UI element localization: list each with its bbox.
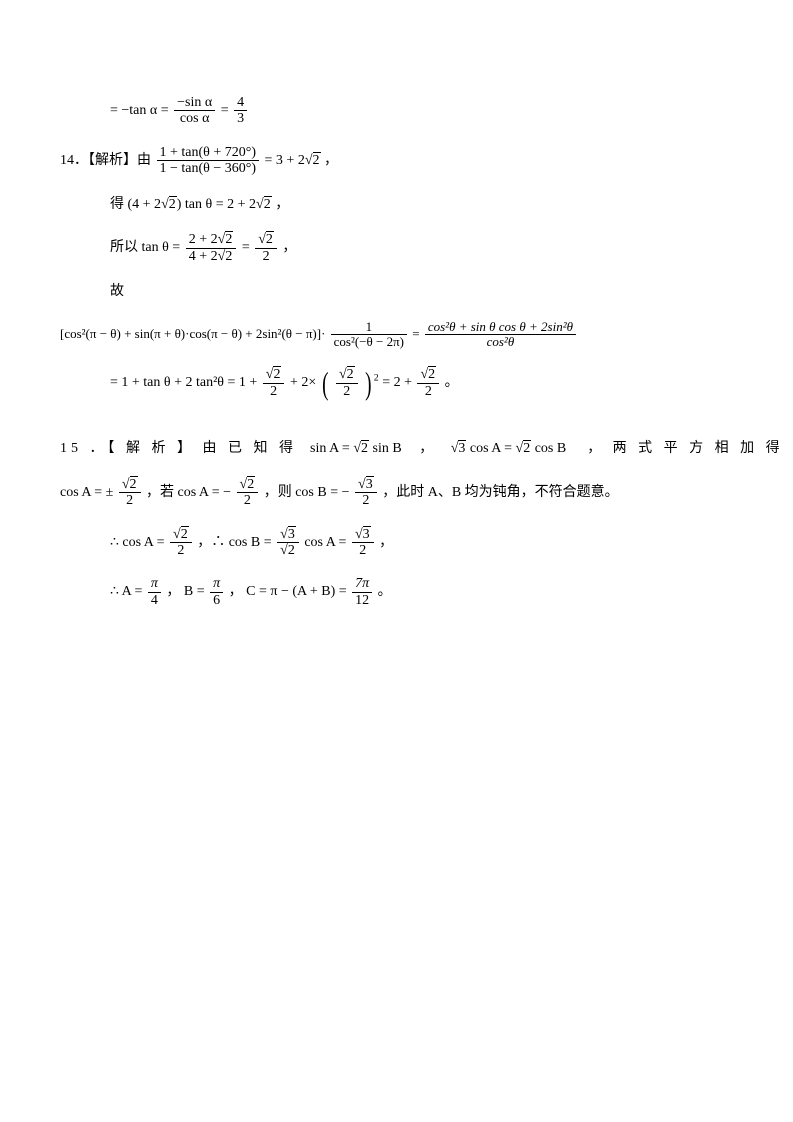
p15-line3: ∴ cos A = 2 2 ，∴ cos B = 3 2 cos A = 3 2… [60,527,733,559]
p14-line3: 所以 tan θ = 2 + 22 4 + 22 = 2 2 ， [60,232,733,264]
txt: ， C = π − (A + B) = [229,584,347,599]
sqrt-icon: 2 [173,527,189,542]
frac: 7π 12 [352,576,372,608]
sqrt-icon: 3 [355,527,371,542]
txt: ，∴ cos B = [197,535,271,550]
txt: ，若 cos A = − [146,485,231,500]
p14-line2: 得 (4 + 22) tan θ = 2 + 22 ， [60,195,733,215]
sqrt-icon: 2 [516,439,532,459]
p15-line2: cos A = ± 2 2 ，若 cos A = − 2 2 ，则 cos B … [60,477,733,509]
frac: 4 3 [234,95,247,127]
txt: 得 (4 + 2 [110,197,161,212]
sqrt-icon: 2 [353,439,369,459]
txt: 故 [110,284,124,299]
txt: 所以 tan θ = [110,240,180,255]
txt: cos A = [470,441,512,456]
txt: sin A = [310,441,350,456]
sqrt-icon: 2 [258,232,274,247]
txt: cos B [535,441,567,456]
lparen-icon: ( [322,367,328,399]
frac: 3 2 [277,527,299,559]
frac: cos²θ + sin θ cos θ + 2sin²θ cos²θ [425,320,576,350]
txt: ， [275,197,289,212]
sqrt-icon: 2 [122,477,138,492]
spacer [60,417,733,439]
frac: π 6 [210,576,223,608]
txt: ，则 cos B = − [264,485,350,500]
txt: = 2 + [382,375,412,390]
frac: π 4 [148,576,161,608]
p14-long: [cos²(π − θ) + sin(π + θ)·cos(π − θ) + 2… [60,320,733,350]
frac: 1 cos²(−θ − 2π) [331,320,407,350]
sqrt-icon: 2 [420,367,436,382]
sqrt-icon: 2 [218,232,234,247]
p15-line1: 15 ．【 解 析 】 由 已 知 得 sin A = 2 sin B ， 3 … [60,439,733,459]
txt: ， [419,441,433,456]
txt: ， [282,240,296,255]
txt: + 2× [290,375,316,390]
txt: ，此时 A、B 均为钝角，不符合题意。 [382,485,618,500]
txt: = [242,240,250,255]
eq: = [221,103,229,118]
frac: 1 + tan(θ + 720°) 1 − tan(θ − 360°) [157,145,260,177]
txt: = 3 + 2 [265,153,305,168]
txt: ， [324,153,338,168]
sqrt-icon: 2 [256,195,272,215]
txt: [cos²(π − θ) + sin(π + θ)·cos(π − θ) + 2… [60,325,325,340]
sqrt-icon: 2 [240,477,256,492]
frac: 2 2 [237,477,259,509]
frac: 2 2 [417,367,439,399]
frac: 3 2 [352,527,374,559]
p14-line1: 14．【解析】由 1 + tan(θ + 720°) 1 − tan(θ − 3… [60,145,733,177]
p15-line4: ∴ A = π 4 ， B = π 6 ， C = π − (A + B) = … [60,576,733,608]
frac: 2 2 [119,477,141,509]
sup: 2 [374,373,379,384]
txt: ) tan θ = 2 + 2 [177,197,256,212]
frac: 3 2 [355,477,377,509]
txt: ， 两 式 平 方 相 加 得 [587,441,784,456]
sqrt-icon: 2 [161,195,177,215]
p14-final: = 1 + tan θ + 2 tan²θ = 1 + 2 2 + 2× ( 2… [60,367,733,399]
frac: 2 + 22 4 + 22 [186,232,237,264]
txt: 。 [445,375,459,390]
txt: ， [379,535,393,550]
p14-line4: 故 [60,282,733,302]
frac: −sin α cos α [174,95,215,127]
sqrt-icon: 2 [280,543,296,558]
txt: = −tan α = [110,103,169,118]
sqrt-icon: 2 [339,367,355,382]
label: 15 ．【 解 析 】 由 已 知 得 [60,441,297,456]
math-solutions-page: = −tan α = −sin α cos α = 4 3 14．【解析】由 1… [0,0,793,686]
txt: cos A = ± [60,485,113,500]
sqrt-icon: 2 [266,367,282,382]
txt: 。 [378,584,392,599]
txt: cos A = [304,535,346,550]
txt: ∴ A = [110,584,142,599]
label: 14．【解析】由 [60,153,151,168]
frac: 2 2 [255,232,277,264]
txt: = 1 + tan θ + 2 tan²θ = 1 + [110,375,257,390]
frac: 2 2 [170,527,192,559]
sqrt-icon: 2 [305,151,321,171]
sqrt-icon: 3 [280,527,296,542]
eq-top: = −tan α = −sin α cos α = 4 3 [60,95,733,127]
frac: 2 2 [263,367,285,399]
txt: sin B [373,441,402,456]
sqrt-icon: 2 [218,249,234,264]
txt: ∴ cos A = [110,535,165,550]
sqrt-icon: 3 [358,477,374,492]
rparen-icon: ) [365,367,371,399]
sqrt-icon: 3 [451,439,467,459]
frac: 2 2 [336,367,358,399]
txt: = [412,325,419,340]
txt: ， B = [166,584,204,599]
